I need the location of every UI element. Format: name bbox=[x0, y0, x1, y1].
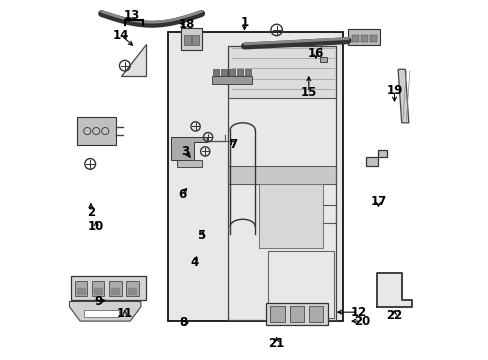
Polygon shape bbox=[69, 301, 141, 321]
Polygon shape bbox=[351, 35, 358, 42]
Polygon shape bbox=[121, 44, 146, 76]
Polygon shape bbox=[109, 281, 122, 296]
Polygon shape bbox=[376, 273, 411, 307]
Text: 1: 1 bbox=[240, 16, 248, 29]
Polygon shape bbox=[347, 29, 380, 45]
Text: 22: 22 bbox=[386, 309, 402, 322]
Text: 11: 11 bbox=[117, 307, 133, 320]
Text: 19: 19 bbox=[386, 84, 402, 97]
Polygon shape bbox=[192, 35, 199, 45]
Text: 6: 6 bbox=[178, 188, 186, 201]
Polygon shape bbox=[71, 276, 146, 300]
Polygon shape bbox=[171, 137, 206, 160]
Polygon shape bbox=[181, 28, 202, 50]
Polygon shape bbox=[92, 281, 104, 296]
Polygon shape bbox=[228, 166, 335, 184]
Text: 4: 4 bbox=[190, 256, 198, 269]
Polygon shape bbox=[360, 35, 367, 42]
Polygon shape bbox=[83, 310, 119, 317]
Polygon shape bbox=[289, 306, 303, 322]
Polygon shape bbox=[237, 69, 242, 76]
Text: 2: 2 bbox=[87, 206, 95, 219]
Polygon shape bbox=[270, 306, 284, 322]
Polygon shape bbox=[183, 35, 190, 45]
Text: 20: 20 bbox=[353, 315, 370, 328]
Polygon shape bbox=[229, 69, 234, 76]
Polygon shape bbox=[265, 303, 328, 325]
Polygon shape bbox=[213, 69, 219, 76]
Bar bbox=[167, 32, 342, 321]
Polygon shape bbox=[365, 150, 386, 166]
Polygon shape bbox=[77, 117, 116, 145]
Polygon shape bbox=[212, 76, 251, 85]
Text: 21: 21 bbox=[268, 337, 284, 350]
Polygon shape bbox=[221, 69, 226, 76]
Polygon shape bbox=[126, 281, 139, 296]
Polygon shape bbox=[176, 160, 201, 167]
Text: 15: 15 bbox=[300, 86, 316, 99]
Text: 10: 10 bbox=[88, 220, 104, 233]
Text: 3: 3 bbox=[181, 145, 189, 158]
Text: 12: 12 bbox=[350, 306, 366, 319]
Polygon shape bbox=[369, 35, 376, 42]
Text: 13: 13 bbox=[123, 9, 140, 22]
Polygon shape bbox=[319, 57, 326, 62]
Polygon shape bbox=[308, 306, 323, 322]
Text: 16: 16 bbox=[307, 47, 324, 60]
Text: 9: 9 bbox=[94, 295, 102, 308]
Polygon shape bbox=[228, 46, 335, 98]
Text: 8: 8 bbox=[179, 316, 187, 329]
Polygon shape bbox=[75, 281, 87, 296]
Text: 17: 17 bbox=[369, 195, 386, 208]
Polygon shape bbox=[111, 288, 119, 294]
Polygon shape bbox=[244, 69, 250, 76]
Polygon shape bbox=[397, 69, 408, 123]
Polygon shape bbox=[258, 184, 323, 248]
Text: 7: 7 bbox=[229, 138, 237, 151]
Text: 18: 18 bbox=[179, 18, 195, 31]
Text: 14: 14 bbox=[113, 29, 129, 42]
Text: 5: 5 bbox=[197, 229, 205, 242]
Polygon shape bbox=[94, 288, 102, 294]
Polygon shape bbox=[77, 288, 84, 294]
Polygon shape bbox=[128, 288, 136, 294]
